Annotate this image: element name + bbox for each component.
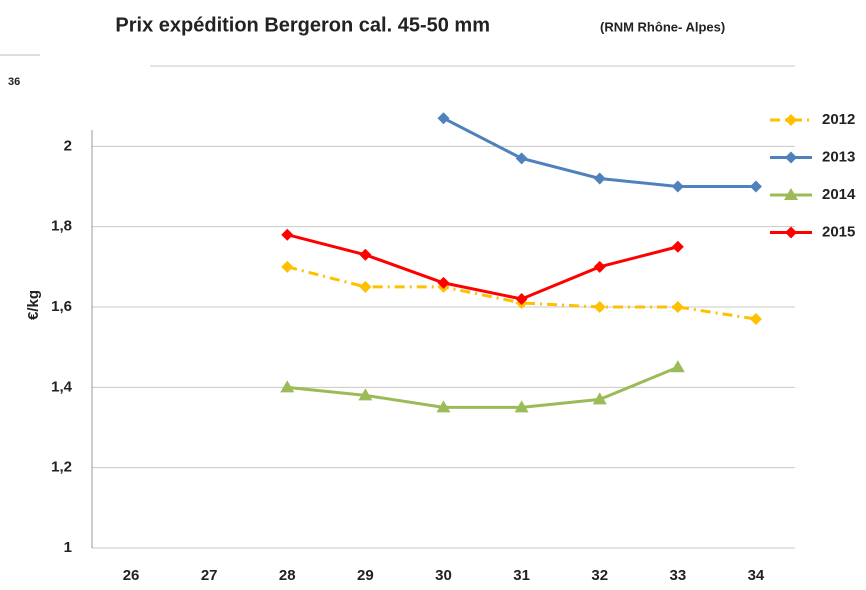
data-point <box>515 292 528 305</box>
x-tick-label: 32 <box>591 567 608 584</box>
data-point <box>280 380 295 393</box>
x-tick-label: 31 <box>513 567 530 584</box>
data-point <box>359 280 372 293</box>
data-point <box>281 260 294 273</box>
data-point <box>671 180 684 193</box>
data-point <box>749 180 762 193</box>
data-point <box>514 400 529 413</box>
data-point <box>593 301 606 313</box>
corner-label: 36 <box>8 76 20 88</box>
y-axis-label: €/kg <box>25 290 42 320</box>
data-point <box>437 276 450 289</box>
data-point <box>515 152 528 165</box>
chart-title: Prix expédition Bergeron cal. 45-50 mm <box>115 14 490 36</box>
x-tick-label: 28 <box>279 567 296 584</box>
data-point <box>436 400 451 413</box>
legend-marker <box>785 226 797 239</box>
y-tick-label: 1,8 <box>51 218 72 235</box>
legend-label: 2014 <box>822 186 856 203</box>
legend-label: 2012 <box>822 111 855 128</box>
y-tick-label: 1,6 <box>51 298 72 315</box>
data-point <box>749 313 762 326</box>
data-point <box>671 301 684 313</box>
series-line <box>287 365 679 409</box>
x-tick-label: 30 <box>435 567 452 584</box>
legend-marker <box>785 151 797 164</box>
data-point <box>359 248 372 261</box>
x-tick-label: 26 <box>123 567 140 584</box>
x-tick-label: 34 <box>748 567 765 584</box>
data-point <box>593 172 606 185</box>
chart-subtitle: (RNM Rhône- Alpes) <box>600 19 725 34</box>
x-tick-label: 33 <box>669 567 686 584</box>
y-tick-label: 1 <box>64 539 72 556</box>
legend-marker <box>784 188 798 200</box>
data-point <box>593 260 606 273</box>
data-point <box>281 228 294 241</box>
data-point <box>358 388 373 401</box>
data-point <box>670 360 685 373</box>
data-point <box>592 392 607 405</box>
series-line <box>286 233 679 301</box>
data-point <box>437 112 450 125</box>
data-point <box>671 240 684 253</box>
y-tick-label: 1,2 <box>51 459 72 476</box>
y-tick-label: 2 <box>64 137 72 154</box>
legend-label: 2013 <box>822 148 855 165</box>
series-line <box>286 265 757 321</box>
x-tick-label: 29 <box>357 567 374 584</box>
y-tick-label: 1,4 <box>51 378 73 395</box>
x-tick-label: 27 <box>201 567 218 584</box>
legend-marker <box>785 114 797 126</box>
legend-label: 2015 <box>822 223 855 240</box>
